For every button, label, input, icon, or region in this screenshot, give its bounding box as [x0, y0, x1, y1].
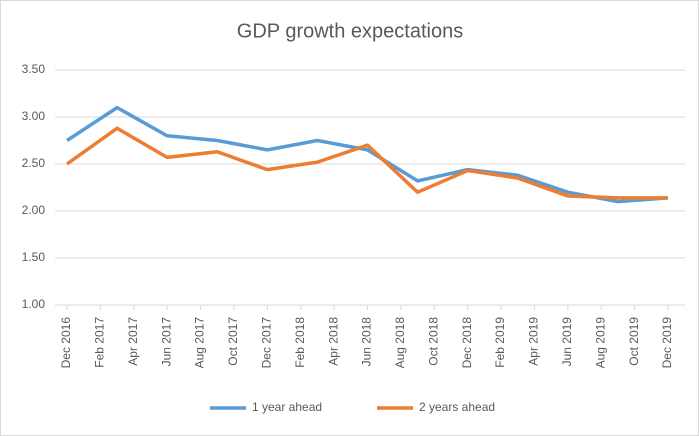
series-line [65, 126, 668, 200]
y-tick-label: 1.50 [22, 250, 46, 264]
y-tick-label: 1.00 [22, 297, 46, 311]
y-tick-label: 3.00 [22, 109, 46, 123]
x-tick-label: Aug 2019 [593, 317, 607, 369]
y-tick-label: 2.50 [22, 156, 46, 170]
x-tick-label: Apr 2017 [126, 317, 140, 366]
x-tick-label: Apr 2018 [326, 317, 340, 366]
x-tick-label: Feb 2018 [293, 317, 307, 368]
x-tick-label: Dec 2019 [660, 317, 674, 369]
y-tick-label: 3.50 [22, 62, 46, 76]
x-tick-label: Dec 2018 [460, 317, 474, 369]
x-tick-label: Oct 2018 [426, 317, 440, 366]
x-tick-label: Oct 2017 [226, 317, 240, 366]
x-tick-label: Dec 2016 [59, 317, 73, 369]
series-line [66, 105, 669, 204]
x-tick-label: Feb 2017 [93, 317, 107, 368]
legend-label: 2 years ahead [419, 400, 495, 414]
x-tick-label: Aug 2017 [193, 317, 207, 369]
x-tick-label: Feb 2019 [493, 317, 507, 368]
x-tick-label: Oct 2019 [627, 317, 641, 366]
x-tick-label: Aug 2018 [393, 317, 407, 369]
chart-title: GDP growth expectations [237, 20, 463, 42]
x-tick-label: Apr 2019 [527, 317, 541, 366]
x-tick-label: Dec 2017 [260, 317, 274, 369]
x-tick-label: Jun 2019 [560, 317, 574, 367]
y-tick-label: 2.00 [22, 203, 46, 217]
legend-label: 1 year ahead [252, 400, 322, 414]
x-tick-label: Jun 2018 [360, 317, 374, 367]
x-tick-label: Jun 2017 [159, 317, 173, 367]
